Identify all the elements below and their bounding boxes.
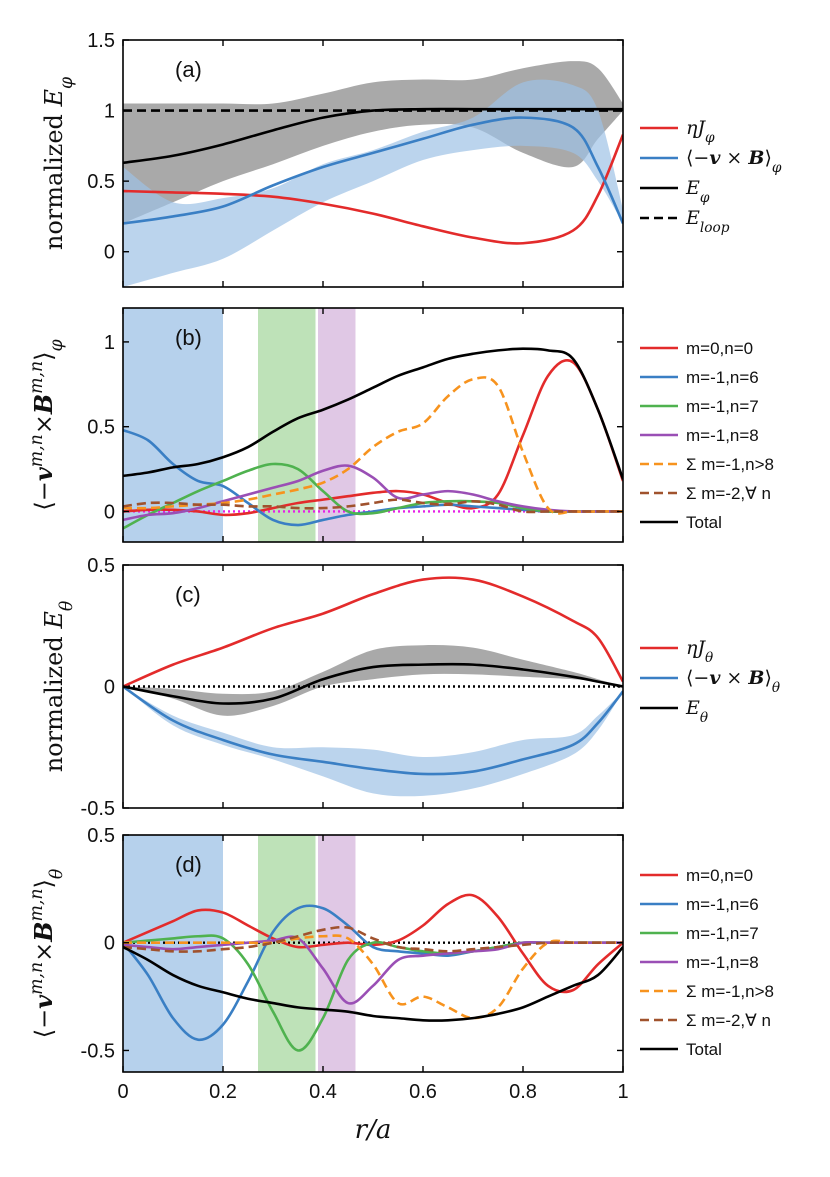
y-tick-label: 0 xyxy=(104,933,115,955)
shaded-region xyxy=(258,835,316,1072)
x-tick-label: 0.4 xyxy=(309,1081,337,1103)
legend-label: Σ m=-2,∀ n xyxy=(686,484,771,503)
x-tick-label: 0.6 xyxy=(409,1081,437,1103)
y-tick-label: 0 xyxy=(104,501,115,523)
legend-label: m=-1,n=7 xyxy=(686,924,759,943)
legend-label: m=-1,n=7 xyxy=(686,397,759,416)
y-axis-label: normalized Eφ xyxy=(40,76,77,250)
series-line xyxy=(123,358,623,517)
axes-frame xyxy=(122,834,624,1073)
y-tick-label: 0.5 xyxy=(87,825,115,847)
x-axis-label: r/a xyxy=(355,1115,392,1145)
legend-label: m=-1,n=8 xyxy=(686,953,759,972)
legend-label: Σ m=-1,n>8 xyxy=(686,455,774,474)
panel-tag: (d) xyxy=(175,852,202,877)
legend-label: Eloop xyxy=(685,207,730,236)
panel-tag: (c) xyxy=(175,582,201,607)
y-axis-label: normalized Eθ xyxy=(40,600,77,772)
panel-c: -0.5 0 0.5 (c) normalized Eθ ηJθ⟨−v × B⟩θEθ xyxy=(40,555,781,820)
legend-label: Total xyxy=(686,1040,722,1059)
y-axis-label-text: normalized Eφ xyxy=(40,76,77,250)
series-line xyxy=(123,347,623,480)
uncertainty-band xyxy=(123,79,623,287)
series-line xyxy=(123,376,623,515)
series-line xyxy=(123,925,623,953)
uncertainty-band xyxy=(123,686,623,797)
panel-b: 0 0.5 1 (b) ⟨−vm,n×Bm,n⟩φ m=0,n=0 m=-1,n=6 m=-1… xyxy=(27,307,774,543)
uncertainty-band xyxy=(123,645,623,716)
y-axis-label-text: ⟨−vm,n×Bm,n⟩θ xyxy=(27,868,67,1038)
y-tick-label: 0 xyxy=(104,677,115,699)
legend-label: ⟨−v × B⟩θ xyxy=(686,667,781,696)
y-tick-label: -0.5 xyxy=(81,798,115,820)
series-line xyxy=(123,498,623,514)
legend: m=0,n=0 m=-1,n=6 m=-1,n=7 m=-1,n=8 Σ m=-1,n>… xyxy=(640,339,774,532)
x-tick-label: 0.2 xyxy=(209,1081,237,1103)
legend-label: m=-1,n=6 xyxy=(686,895,759,914)
y-axis-label-text: ⟨−vm,n×Bm,n⟩φ xyxy=(27,338,67,510)
y-tick-label: 1 xyxy=(104,332,115,354)
y-tick-label: -0.5 xyxy=(81,1040,115,1062)
y-tick-label: 1 xyxy=(104,101,115,123)
panel-a: 0 0.5 1 1.5 (a) normalized Eφ ηJφ⟨−v × B⟩φEφEl… xyxy=(40,30,782,288)
x-tick-label: 0.8 xyxy=(509,1081,537,1103)
series-line xyxy=(123,662,623,705)
plot-area xyxy=(123,308,623,542)
series-line xyxy=(123,893,623,994)
plot-area xyxy=(123,61,623,287)
legend-label: m=0,n=0 xyxy=(686,339,753,358)
series-line xyxy=(123,464,623,522)
y-tick-label: 0 xyxy=(104,242,115,264)
y-tick-label: 0.5 xyxy=(87,555,115,577)
series-line xyxy=(123,576,623,688)
legend-label: Eθ xyxy=(685,697,709,726)
legend-label: Σ m=-1,n>8 xyxy=(686,982,774,1001)
legend-label: Eφ xyxy=(685,177,710,206)
panel-d: -0.500.50 0.2 0.4 0.6 0.8 1(d)⟨−vm,n×Bm,n⟩θ m=… xyxy=(27,825,774,1103)
y-axis-label: ⟨−vm,n×Bm,n⟩θ xyxy=(27,868,67,1038)
series-line xyxy=(123,934,623,1020)
y-axis-label: ⟨−vm,n×Bm,n⟩φ xyxy=(27,338,67,510)
legend-label: Σ m=-2,∀ n xyxy=(686,1011,771,1030)
legend-label: m=-1,n=6 xyxy=(686,368,759,387)
series-line xyxy=(123,116,623,225)
legend-label: m=0,n=0 xyxy=(686,866,753,885)
axes-frame xyxy=(122,39,624,288)
shaded-region xyxy=(123,835,223,1072)
x-tick-label: 0 xyxy=(117,1081,128,1103)
legend-label: ηJφ xyxy=(686,117,715,146)
series-line xyxy=(123,685,623,776)
legend-label: Total xyxy=(686,513,722,532)
x-tick-label: 1 xyxy=(617,1081,628,1103)
y-tick-label: 0.5 xyxy=(87,171,115,193)
panel-tag: (b) xyxy=(175,325,202,350)
plot-area xyxy=(123,576,623,797)
series-line xyxy=(123,134,623,245)
y-tick-label: 0.5 xyxy=(87,417,115,439)
legend: m=0,n=0 m=-1,n=6 m=-1,n=7 m=-1,n=8 Σ m=-1,n>… xyxy=(640,866,774,1059)
legend-label: m=-1,n=8 xyxy=(686,426,759,445)
legend-label: ηJθ xyxy=(686,637,714,666)
panel-tag: (a) xyxy=(175,57,202,82)
y-axis-label-text: normalized Eθ xyxy=(40,600,77,772)
y-tick-label: 1.5 xyxy=(87,30,115,52)
series-line xyxy=(123,945,623,1022)
legend: ηJθ⟨−v × B⟩θEθ xyxy=(640,637,781,726)
shaded-region xyxy=(318,835,356,1072)
legend-label: ⟨−v × B⟩φ xyxy=(686,147,782,176)
axes-frame xyxy=(122,307,624,543)
plot-area xyxy=(123,835,623,1072)
